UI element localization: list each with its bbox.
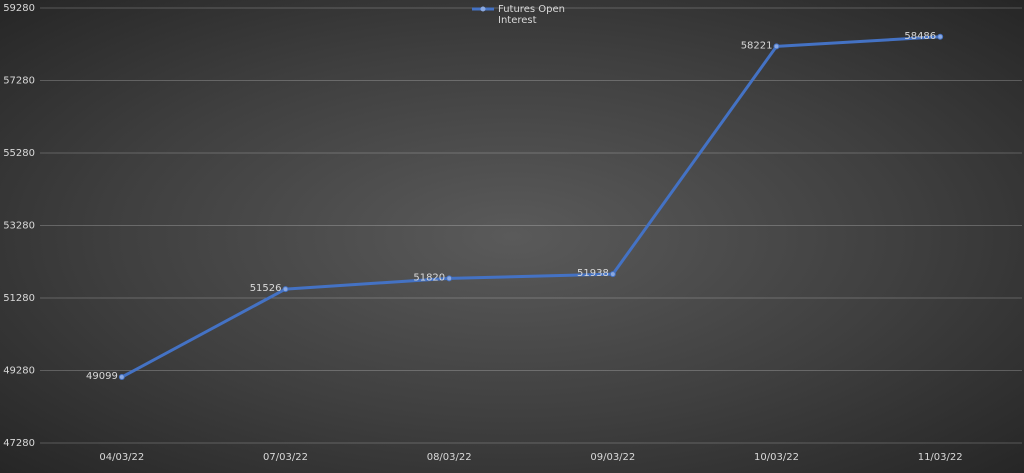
data-label: 51938 — [577, 268, 609, 279]
legend-label: Futures Open Interest — [498, 4, 565, 26]
y-tick-label: 53280 — [3, 221, 35, 232]
x-tick-label: 04/03/22 — [99, 452, 144, 463]
legend: Futures Open Interest — [472, 4, 568, 26]
y-tick-label: 59280 — [3, 3, 35, 14]
data-label: 51820 — [413, 272, 445, 283]
y-tick-label: 51280 — [3, 293, 35, 304]
x-tick-label: 10/03/22 — [754, 452, 799, 463]
x-tick-label: 07/03/22 — [263, 452, 308, 463]
data-label: 58221 — [741, 40, 773, 51]
y-tick-label: 49280 — [3, 366, 35, 377]
data-label: 58486 — [904, 31, 936, 42]
data-label: 49099 — [86, 371, 118, 382]
point — [118, 374, 125, 381]
x-tick-label: 09/03/22 — [590, 452, 635, 463]
data-label: 51526 — [250, 283, 282, 294]
y-tick-label: 47280 — [3, 438, 35, 449]
legend-swatch — [472, 6, 494, 12]
x-tick-label: 08/03/22 — [427, 452, 472, 463]
point — [446, 275, 453, 282]
point — [937, 33, 944, 40]
point — [609, 271, 616, 278]
y-tick-label: 55280 — [3, 148, 35, 159]
x-tick-label: 11/03/22 — [918, 452, 963, 463]
series-line — [121, 35, 941, 379]
y-tick-label: 57280 — [3, 76, 35, 87]
point — [773, 43, 780, 50]
point — [282, 286, 289, 293]
